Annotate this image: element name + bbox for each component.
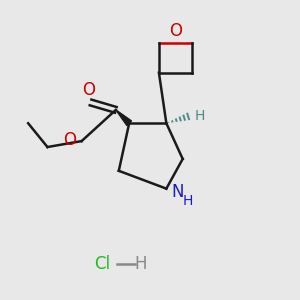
Text: H: H	[183, 194, 193, 208]
Text: N: N	[171, 183, 184, 201]
Polygon shape	[116, 110, 131, 126]
Text: O: O	[169, 22, 182, 40]
Text: H: H	[135, 255, 147, 273]
Text: O: O	[82, 81, 96, 99]
Text: H: H	[195, 109, 205, 123]
Text: O: O	[63, 130, 76, 148]
Text: Cl: Cl	[94, 255, 110, 273]
